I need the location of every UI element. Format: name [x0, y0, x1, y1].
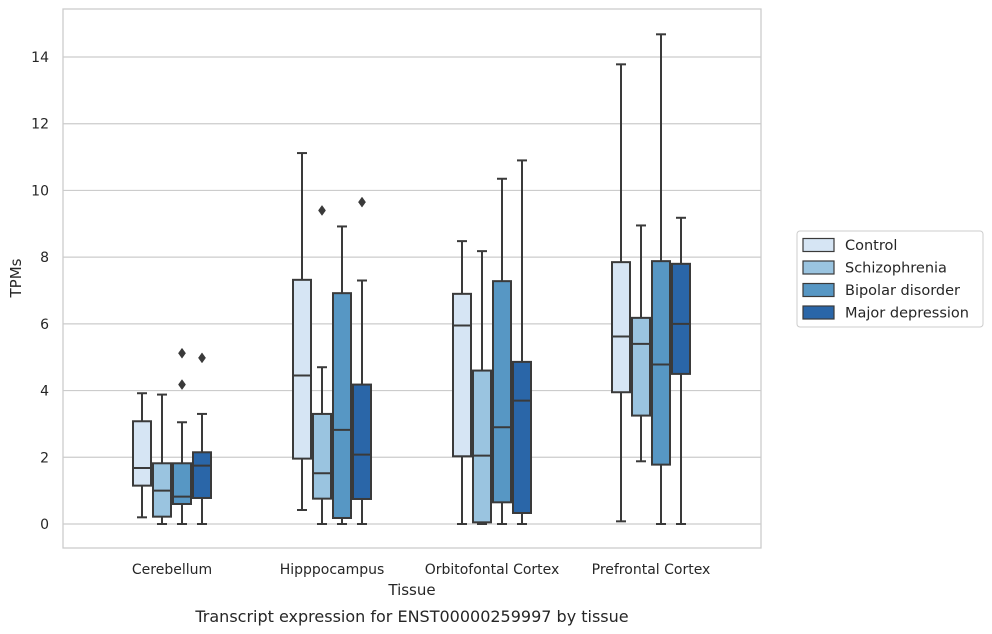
box-major-depression-prefrontal-cortex — [671, 216, 691, 525]
box-control-prefrontal-cortex — [611, 63, 631, 523]
legend-item-schizophrenia: Schizophrenia — [802, 260, 947, 277]
box-body — [472, 369, 492, 524]
legend-swatch — [802, 237, 835, 253]
box-major-depression-cerebellum — [192, 352, 212, 525]
box-body — [132, 420, 152, 487]
x-axis-label: Tissue — [387, 581, 435, 599]
box-body — [312, 412, 332, 500]
box-bipolar-disorder-orbitofontal-cortex — [492, 177, 512, 525]
box-body — [452, 292, 472, 458]
box-groups — [132, 33, 691, 525]
chart-caption: Transcript expression for ENST0000025999… — [194, 607, 628, 626]
x-tick-labels: Cerebellum Hipppocampus Orbitofontal Corte… — [132, 562, 710, 578]
legend-swatch — [802, 282, 835, 298]
y-tick-labels: 0 2 4 6 8 10 12 14 — [31, 50, 49, 533]
box-body — [611, 261, 631, 394]
box-body — [492, 280, 512, 504]
outlier-point-0 — [198, 352, 206, 364]
box-body — [172, 462, 192, 505]
box-major-depression-orbitofontal-cortex — [512, 159, 532, 525]
outlier-point-1 — [178, 347, 186, 359]
y-tick-label-2: 2 — [40, 450, 49, 466]
box-control-orbitofontal-cortex — [452, 240, 472, 525]
legend-frame — [796, 230, 984, 328]
legend-label: Schizophrenia — [845, 261, 947, 277]
legend: Control Schizophrenia Bipolar disorder Majo… — [796, 230, 984, 328]
box-schizophrenia-orbitofontal-cortex — [472, 250, 492, 525]
box-body — [352, 383, 372, 500]
legend-item-control: Control — [802, 237, 897, 254]
box-body — [292, 278, 312, 460]
y-tick-label-0: 0 — [40, 517, 49, 533]
box-body — [512, 360, 532, 514]
box-body — [631, 316, 651, 417]
box-body — [671, 262, 691, 375]
x-tick-label-orbitofontal-cortex: Orbitofontal Cortex — [425, 562, 560, 578]
x-tick-label-cerebellum: Cerebellum — [132, 562, 212, 578]
box-bipolar-disorder-prefrontal-cortex — [651, 33, 671, 525]
legend-swatch — [802, 305, 835, 320]
box-control-cerebellum — [132, 392, 152, 519]
y-axis-label: TPMs — [7, 258, 25, 298]
outlier-point-0 — [358, 196, 366, 208]
x-tick-label-hipppocampus: Hipppocampus — [280, 562, 385, 578]
y-tick-label-8: 8 — [40, 250, 49, 266]
legend-label: Major depression — [845, 306, 969, 322]
box-body — [192, 451, 212, 499]
legend-swatch — [802, 260, 835, 275]
legend-item-major-depression: Major depression — [802, 305, 969, 322]
y-tick-label-10: 10 — [31, 183, 49, 199]
y-tick-label-12: 12 — [31, 117, 49, 133]
box-schizophrenia-hipppocampus — [312, 205, 332, 525]
y-tick-label-14: 14 — [31, 50, 49, 66]
box-schizophrenia-prefrontal-cortex — [631, 224, 651, 463]
plot-area — [62, 8, 762, 549]
box-body — [332, 292, 352, 519]
box-bipolar-disorder-cerebellum — [172, 347, 192, 525]
legend-label: Control — [845, 238, 897, 254]
legend-label: Bipolar disorder — [845, 283, 960, 299]
legend-item-bipolar-disorder: Bipolar disorder — [802, 282, 960, 299]
box-control-hipppocampus — [292, 152, 312, 511]
x-tick-label-prefrontal-cortex: Prefrontal Cortex — [592, 562, 711, 578]
box-body — [651, 260, 671, 466]
y-tick-label-4: 4 — [40, 384, 49, 400]
box-major-depression-hipppocampus — [352, 196, 372, 525]
y-tick-label-6: 6 — [40, 317, 49, 333]
box-bipolar-disorder-hipppocampus — [332, 225, 352, 525]
outlier-point-0 — [318, 205, 326, 216]
box-schizophrenia-cerebellum — [152, 393, 172, 525]
outlier-point-0 — [178, 379, 186, 390]
